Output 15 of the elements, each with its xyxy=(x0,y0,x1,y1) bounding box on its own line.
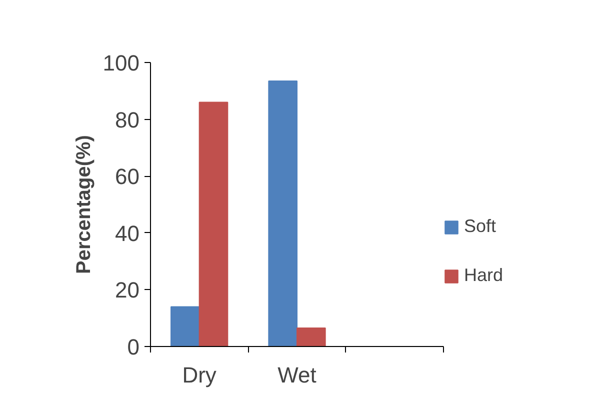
legend-label: Soft xyxy=(464,216,496,237)
x-tick-label: Dry xyxy=(182,362,216,388)
y-axis-title: Percentage(%) xyxy=(72,135,95,274)
bar xyxy=(296,328,326,346)
y-tick-label: 60 xyxy=(115,164,140,190)
bar xyxy=(268,80,298,346)
x-tick-label: Wet xyxy=(278,362,316,388)
y-tick-label: 40 xyxy=(115,220,140,246)
y-tick-label: 20 xyxy=(115,278,140,303)
bar xyxy=(170,306,200,346)
y-tick-label: 0 xyxy=(127,334,140,360)
legend-label: Hard xyxy=(464,265,504,286)
y-tick-label: 80 xyxy=(115,107,140,132)
bar xyxy=(198,102,228,346)
y-tick-label: 100 xyxy=(102,50,140,76)
